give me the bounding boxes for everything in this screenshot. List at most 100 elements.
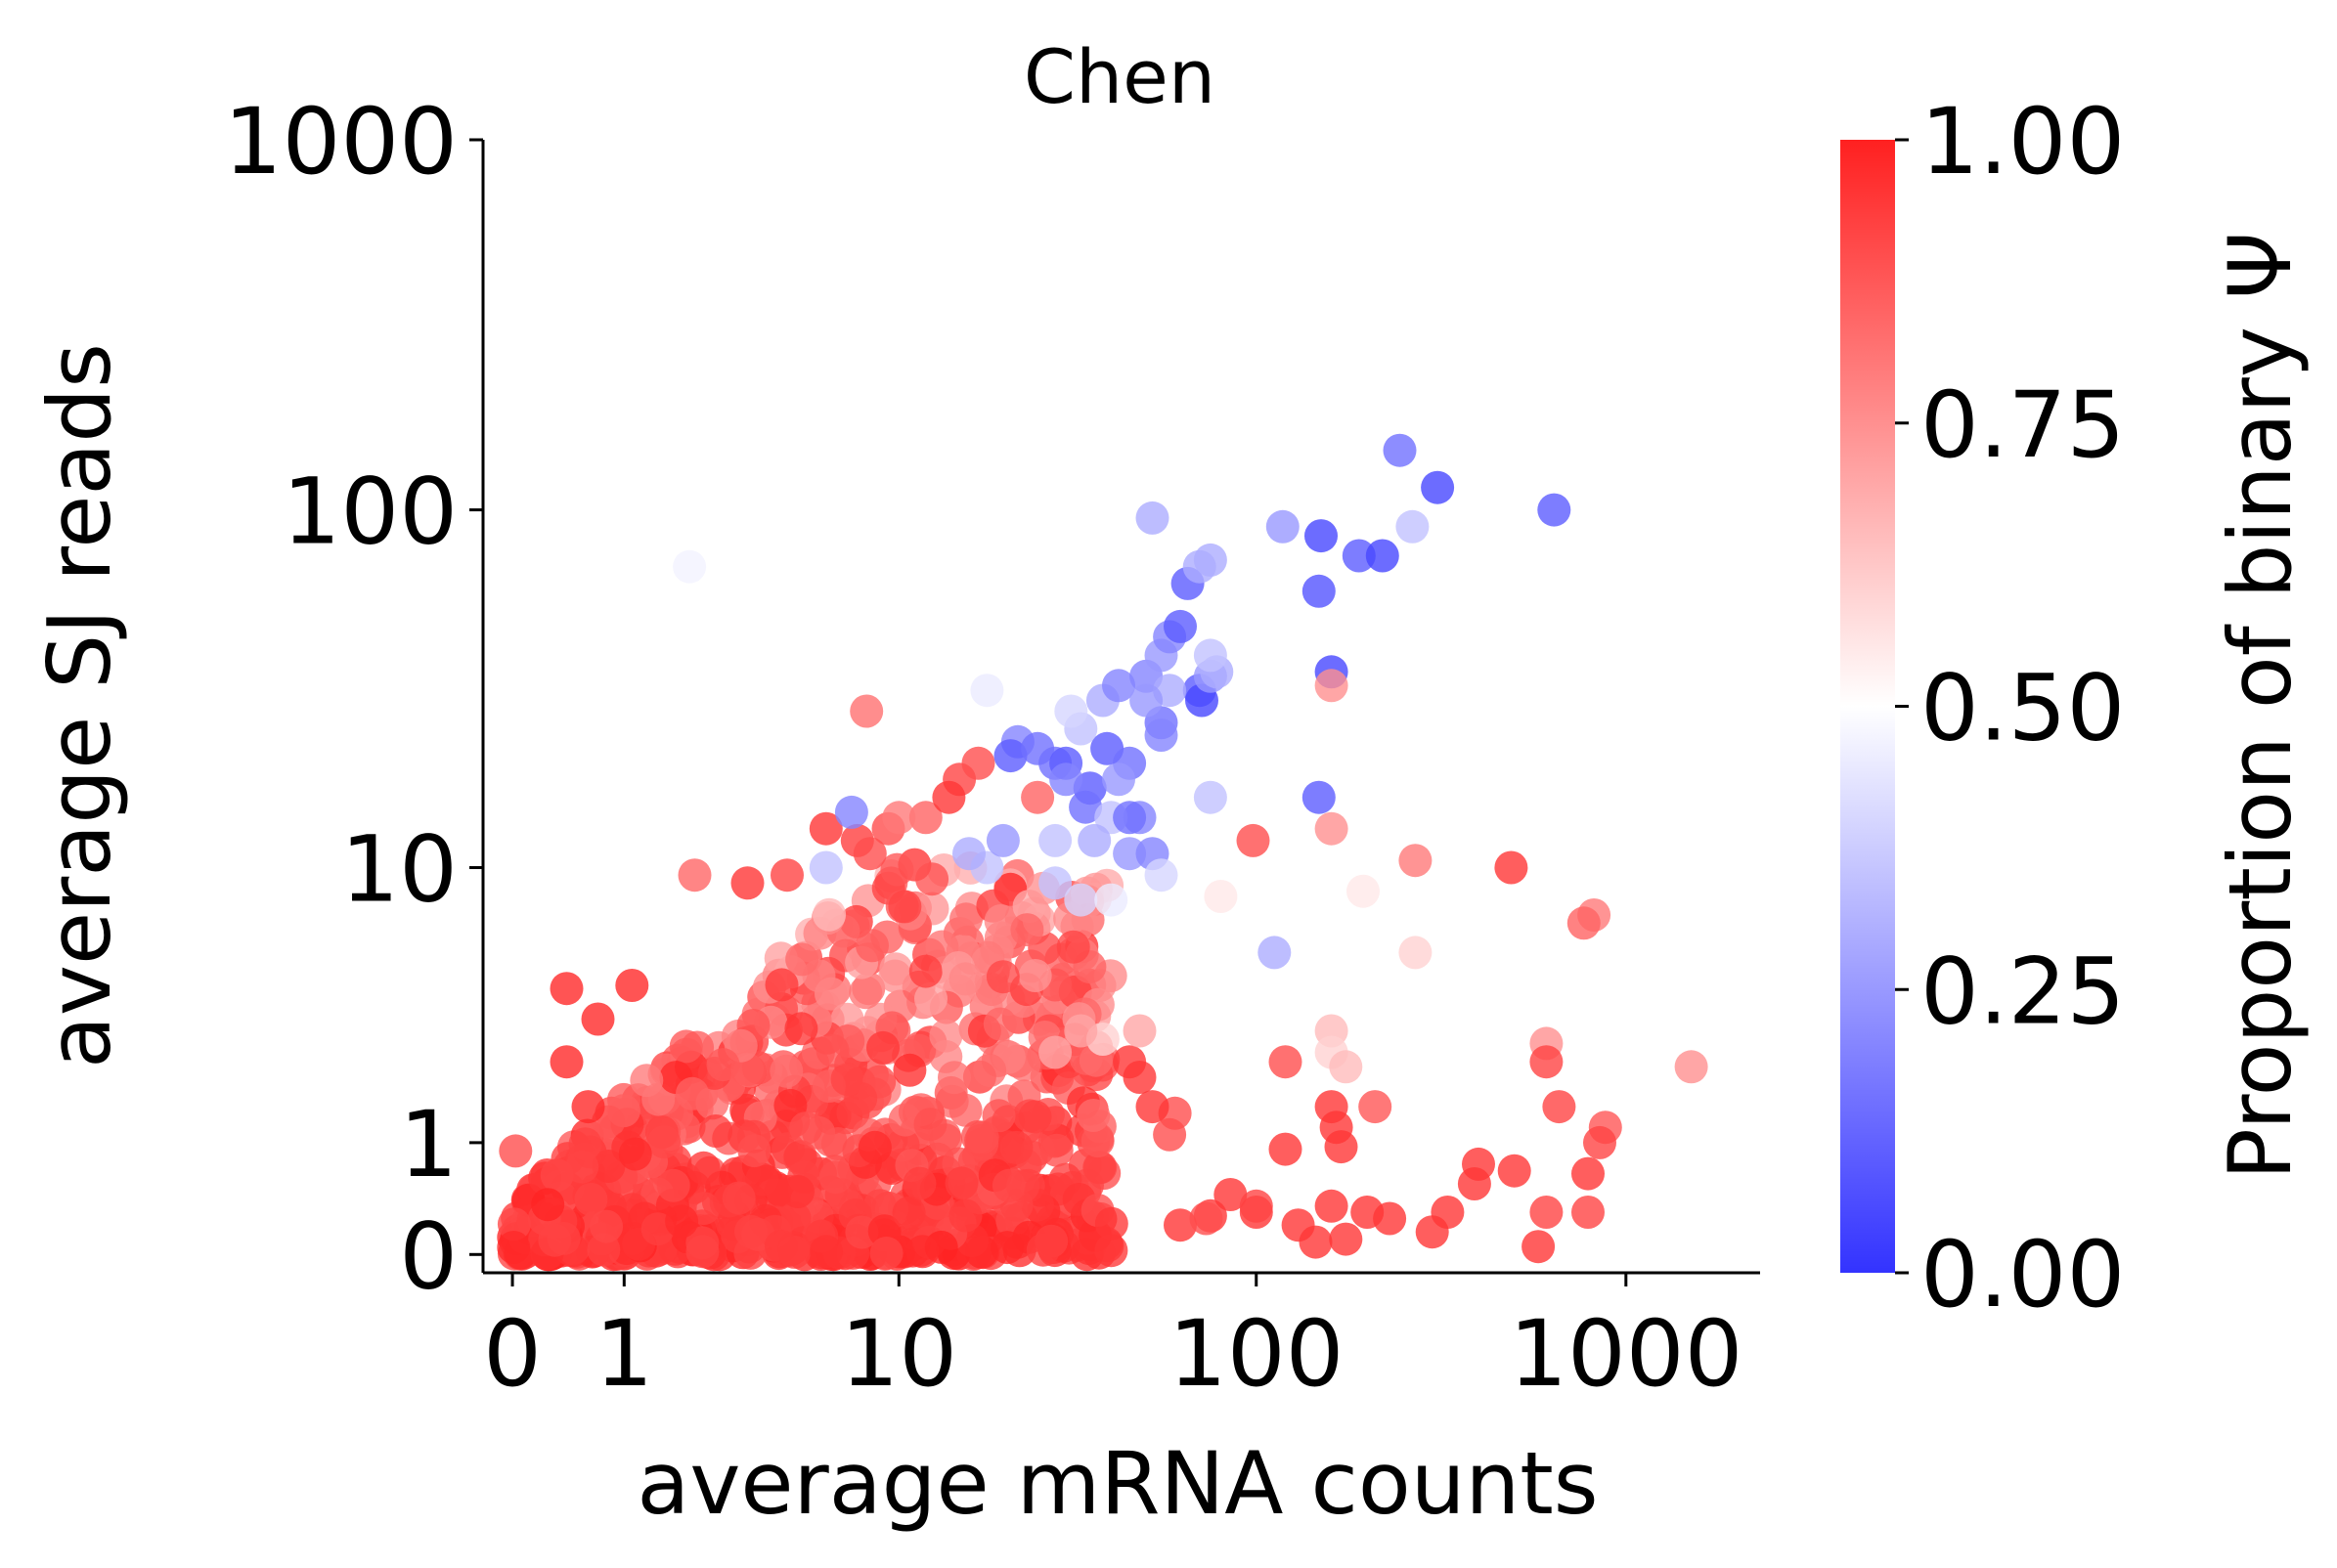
data-point	[764, 1229, 798, 1263]
data-point	[1102, 762, 1135, 797]
data-point	[1144, 719, 1178, 752]
data-point	[1314, 811, 1348, 846]
data-point	[1497, 1154, 1531, 1188]
data-point	[1462, 1147, 1495, 1181]
data-point	[1039, 1133, 1074, 1167]
data-point	[908, 954, 943, 988]
data-point	[1082, 1151, 1117, 1185]
colorbar-tick-label: 1.00	[1920, 89, 2125, 196]
data-point	[893, 1053, 927, 1087]
data-point	[665, 1204, 699, 1239]
data-point	[1189, 1201, 1223, 1236]
data-point	[784, 1012, 818, 1046]
data-point	[1164, 1208, 1197, 1242]
data-point	[574, 1183, 608, 1216]
data-point	[1054, 694, 1088, 728]
data-point	[945, 1166, 979, 1200]
data-point	[973, 1054, 1007, 1087]
data-point	[853, 837, 887, 871]
data-point	[1314, 1189, 1348, 1223]
data-point	[781, 1175, 815, 1208]
data-point	[550, 972, 584, 1006]
data-point	[1342, 539, 1376, 573]
data-point	[961, 746, 995, 780]
data-point	[809, 811, 843, 846]
data-point	[538, 1223, 572, 1257]
data-point	[1193, 780, 1227, 814]
data-point	[565, 1150, 599, 1184]
data-point	[685, 1226, 720, 1260]
x-tick-label: 1000	[1509, 1301, 1742, 1408]
x-tick-label: 0	[483, 1301, 542, 1408]
data-point	[1329, 1050, 1363, 1084]
data-point	[730, 866, 765, 900]
data-point	[1301, 780, 1336, 814]
colorbar-tick-label: 0.75	[1920, 372, 2125, 479]
data-point	[647, 1125, 682, 1159]
data-point	[1268, 1045, 1302, 1079]
data-point	[869, 1237, 904, 1270]
data-point	[1077, 1099, 1111, 1132]
x-tick-label: 100	[1168, 1301, 1344, 1408]
data-point	[1395, 509, 1430, 544]
data-points	[497, 433, 1708, 1272]
data-point	[770, 1054, 804, 1088]
data-point	[497, 1231, 531, 1264]
data-point	[1398, 844, 1433, 878]
data-point	[960, 1120, 994, 1154]
data-point	[1113, 801, 1147, 835]
data-point	[1268, 1132, 1302, 1166]
data-point	[1026, 1233, 1060, 1267]
data-point	[1080, 1124, 1115, 1158]
data-point	[1135, 501, 1169, 535]
data-point	[878, 959, 912, 993]
data-point	[1373, 1201, 1407, 1236]
y-axis-label: average SJ reads	[29, 343, 130, 1068]
data-point	[1566, 906, 1601, 940]
data-point	[938, 1061, 971, 1095]
data-point	[816, 1033, 850, 1067]
data-point	[932, 780, 966, 814]
data-point	[1038, 1035, 1073, 1069]
data-point	[1018, 959, 1052, 992]
data-point	[908, 801, 943, 835]
axes	[481, 140, 1760, 1275]
data-point	[880, 852, 914, 887]
data-point	[745, 1162, 779, 1197]
data-point	[531, 1188, 565, 1222]
data-point	[722, 1181, 756, 1215]
data-point	[948, 1198, 983, 1233]
data-point	[699, 1114, 733, 1148]
data-point	[1078, 823, 1112, 857]
data-point	[630, 1064, 664, 1098]
data-point	[497, 1207, 531, 1241]
data-point	[913, 1108, 948, 1142]
data-point	[771, 858, 804, 893]
data-point	[1329, 1222, 1363, 1256]
data-point	[905, 1235, 940, 1269]
data-point	[1494, 850, 1528, 885]
data-point	[1398, 936, 1433, 970]
data-point	[1135, 1090, 1169, 1124]
data-point	[1383, 433, 1417, 467]
data-point	[673, 549, 707, 584]
data-point	[844, 1081, 878, 1115]
data-point	[1094, 1206, 1128, 1241]
data-point	[669, 1029, 703, 1064]
data-point	[1094, 1234, 1128, 1268]
data-point	[1537, 493, 1571, 527]
data-point	[818, 1160, 853, 1195]
y-tick-label: 0	[399, 1203, 458, 1310]
chart-title: Chen	[1024, 33, 1215, 120]
data-point	[571, 1090, 605, 1124]
data-point	[590, 1209, 624, 1243]
data-point	[952, 837, 986, 871]
data-point	[581, 1002, 615, 1036]
data-point	[882, 801, 916, 835]
colorbar-tick-label: 0.50	[1920, 656, 2125, 762]
data-point	[970, 674, 1004, 708]
data-point	[618, 1137, 652, 1171]
y-tick-label: 1000	[224, 89, 458, 196]
data-point	[986, 960, 1020, 994]
data-point	[1304, 519, 1338, 553]
